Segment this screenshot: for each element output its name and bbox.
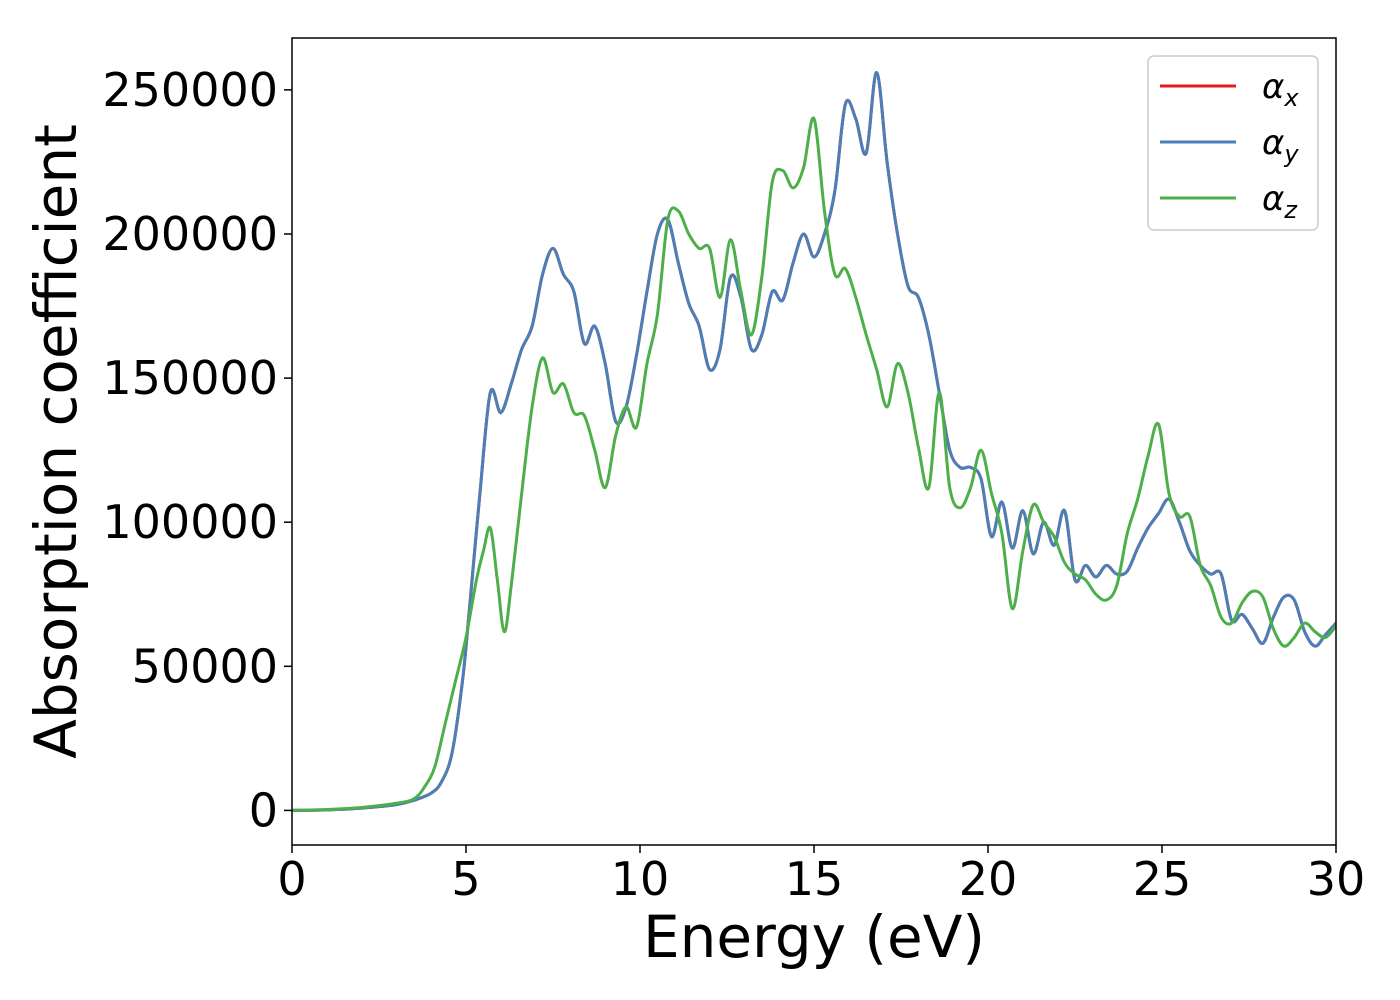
- y-axis-label: Absorption coefficient: [22, 124, 90, 759]
- axes-layer: 0 5 10 15 20 25 30 0 50000 100000 150000 200000 2500…: [102, 37, 1366, 906]
- plot-layer: [292, 71, 1336, 812]
- series-line-z: [292, 116, 1336, 812]
- x-tick-label: 10: [611, 852, 670, 906]
- y-tick-label: 200000: [102, 207, 278, 261]
- y-tick-label: 250000: [102, 63, 278, 117]
- legend: αx αy αz: [1147, 55, 1319, 231]
- legend-label-z: αz: [1262, 179, 1298, 224]
- x-axis-label: Energy (eV): [643, 903, 985, 971]
- y-tick-label: 150000: [102, 351, 278, 405]
- y-tick-label: 100000: [102, 495, 278, 549]
- legend-label-y: αy: [1262, 123, 1299, 168]
- x-tick-label: 15: [785, 852, 844, 906]
- x-tick-label: 20: [959, 852, 1018, 906]
- legend-label-x: αx: [1262, 67, 1299, 112]
- x-tick-label: 5: [451, 852, 480, 906]
- x-tick-label: 0: [277, 852, 306, 906]
- x-tick-label: 30: [1307, 852, 1366, 906]
- y-tick-label: 50000: [132, 639, 278, 693]
- x-tick-label: 25: [1133, 852, 1192, 906]
- y-tick-label: 0: [249, 783, 278, 837]
